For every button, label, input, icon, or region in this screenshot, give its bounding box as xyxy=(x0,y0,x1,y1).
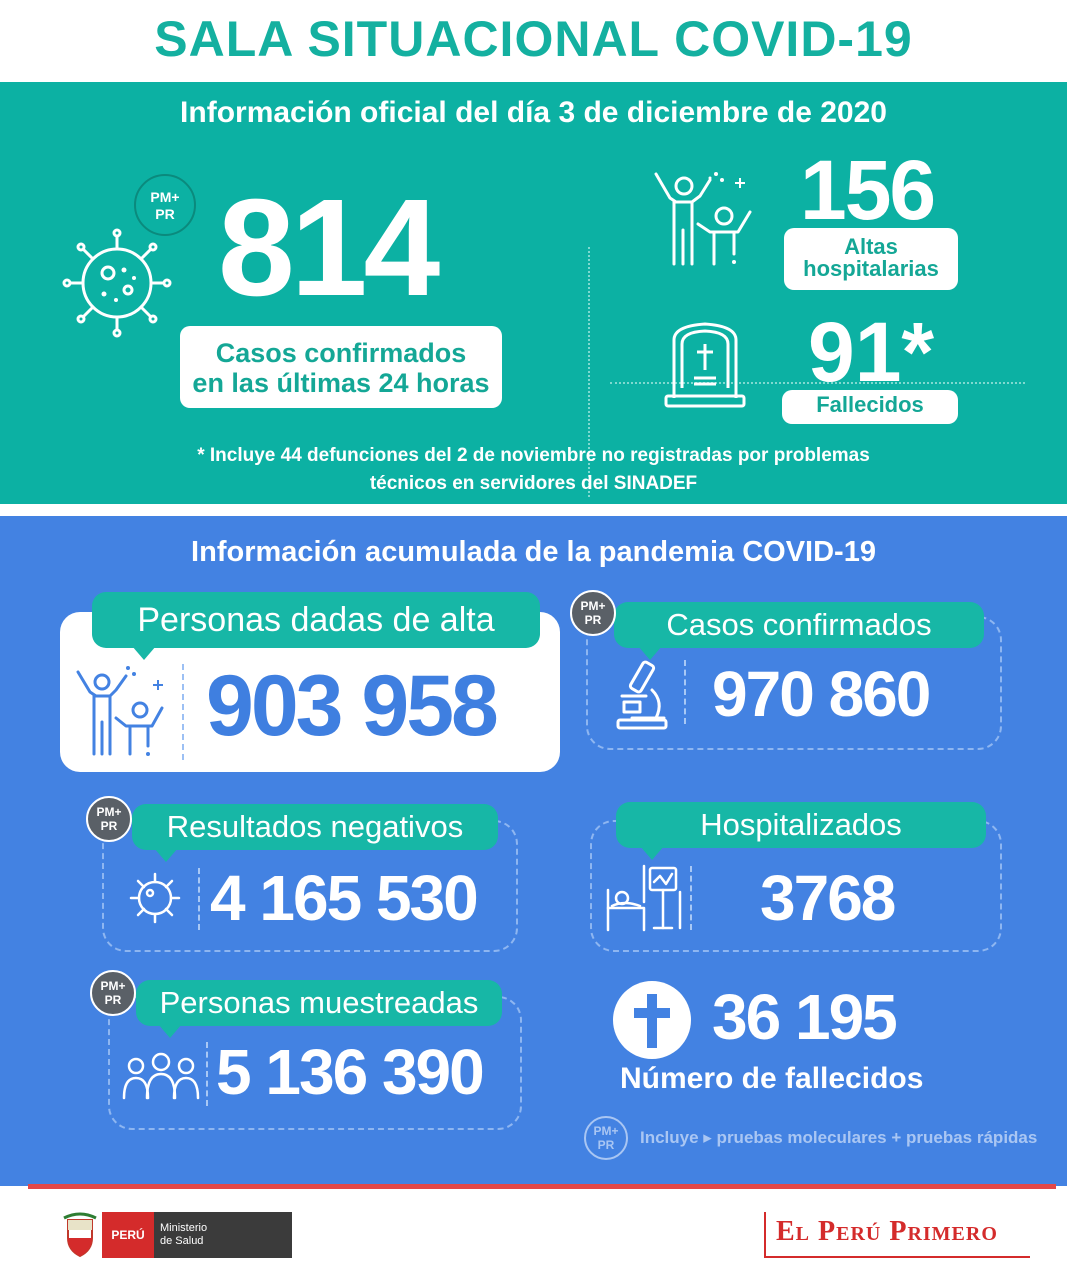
daily-cases-value: 814 xyxy=(218,178,436,318)
pm-pr-badge: PM+ PR xyxy=(90,970,136,1016)
footer-divider xyxy=(28,1184,1056,1189)
people-celebrating-icon xyxy=(652,170,758,266)
group-people-icon xyxy=(122,1052,200,1102)
daily-deaths-label: Fallecidos xyxy=(782,390,958,424)
page-title: SALA SITUACIONAL COVID-19 xyxy=(0,10,1067,68)
pm-badge-line2: PR xyxy=(155,206,174,222)
daily-cases-label: Casos confirmados en las últimas 24 hora… xyxy=(180,326,502,408)
pm-line1: PM+ xyxy=(580,599,605,613)
brand-text: El Perú Primero xyxy=(776,1216,998,1248)
confirmed-separator xyxy=(684,660,686,724)
cumulative-heading: Información acumulada de la pandemia COV… xyxy=(0,536,1067,569)
virus-icon xyxy=(58,228,176,338)
pm-line2: PR xyxy=(598,1138,615,1152)
deaths-total-label: Número de fallecidos xyxy=(620,1062,923,1096)
coat-of-arms-icon xyxy=(62,1212,98,1258)
el-peru-primero-logo: El Perú Primero xyxy=(764,1212,1030,1258)
pm-line2: PR xyxy=(105,993,122,1007)
pm-line1: PM+ xyxy=(96,805,121,819)
hospitalized-label: Hospitalizados xyxy=(700,807,902,842)
confirmed-tab: Casos confirmados xyxy=(614,602,984,648)
pm-pr-badge: PM+ PR xyxy=(570,590,616,636)
peru-label: PERÚ xyxy=(102,1212,154,1258)
discharged-separator xyxy=(182,664,184,760)
pm-line2: PR xyxy=(585,613,602,627)
ministry-line1: Ministerio xyxy=(160,1222,207,1234)
daily-discharges-label-line2: hospitalarias xyxy=(803,256,939,281)
daily-footnote: * Incluye 44 defunciones del 2 de noviem… xyxy=(0,442,1067,498)
daily-footnote-line2: técnicos en servidores del SINADEF xyxy=(370,473,697,494)
pm-pr-badge: PM+ PR xyxy=(86,796,132,842)
daily-heading: Información oficial del día 3 de diciemb… xyxy=(0,96,1067,130)
hospitalized-separator xyxy=(690,866,692,930)
ministry-line2: de Salud xyxy=(160,1235,203,1247)
daily-cases-label-line1: Casos confirmados xyxy=(216,338,467,368)
daily-cases-label-line2: en las últimas 24 horas xyxy=(192,368,489,398)
ministry-logo: PERÚ Ministerio de Salud xyxy=(62,1212,292,1258)
sampled-value: 5 136 390 xyxy=(216,1036,483,1108)
microscope-icon xyxy=(612,656,668,732)
sampled-label: Personas muestreadas xyxy=(160,985,479,1020)
virus-icon xyxy=(126,870,184,926)
daily-discharges-label: Altas hospitalarias xyxy=(784,228,958,290)
confirmed-label: Casos confirmados xyxy=(666,607,931,642)
pm-badge-line1: PM+ xyxy=(150,189,179,205)
sampled-tab: Personas muestreadas xyxy=(136,980,502,1026)
hospital-bed-icon xyxy=(604,862,690,934)
negative-label: Resultados negativos xyxy=(167,809,463,844)
deaths-total-value: 36 195 xyxy=(712,980,896,1054)
negative-tab: Resultados negativos xyxy=(132,804,498,850)
discharged-label: Personas dadas de alta xyxy=(137,601,494,639)
cross-icon xyxy=(612,980,692,1060)
cumulative-section: Información acumulada de la pandemia COV… xyxy=(0,516,1067,1186)
pm-line2: PR xyxy=(101,819,118,833)
negative-value: 4 165 530 xyxy=(210,862,477,934)
legend-text: Incluye ▸ pruebas moleculares + pruebas … xyxy=(640,1128,1037,1148)
pm-line1: PM+ xyxy=(593,1124,618,1138)
daily-section: Información oficial del día 3 de diciemb… xyxy=(0,82,1067,504)
pm-line1: PM+ xyxy=(100,979,125,993)
daily-discharges-value: 156 xyxy=(800,146,934,234)
discharged-tab: Personas dadas de alta xyxy=(92,592,540,648)
people-celebrating-icon xyxy=(74,664,170,756)
daily-footnote-line1: * Incluye 44 defunciones del 2 de noviem… xyxy=(197,445,870,466)
pm-pr-outline-badge: PM+ PR xyxy=(584,1116,628,1160)
discharged-value: 903 958 xyxy=(206,656,496,756)
hospitalized-tab: Hospitalizados xyxy=(616,802,986,848)
ministry-label: Ministerio de Salud xyxy=(154,1212,292,1258)
daily-deaths-value: 91* xyxy=(808,308,934,396)
confirmed-value: 970 860 xyxy=(712,658,929,730)
sampled-separator xyxy=(206,1042,208,1106)
negative-separator xyxy=(198,868,200,930)
tombstone-icon xyxy=(664,322,746,408)
hospitalized-value: 3768 xyxy=(760,862,894,934)
pm-pr-badge: PM+ PR xyxy=(134,174,196,236)
